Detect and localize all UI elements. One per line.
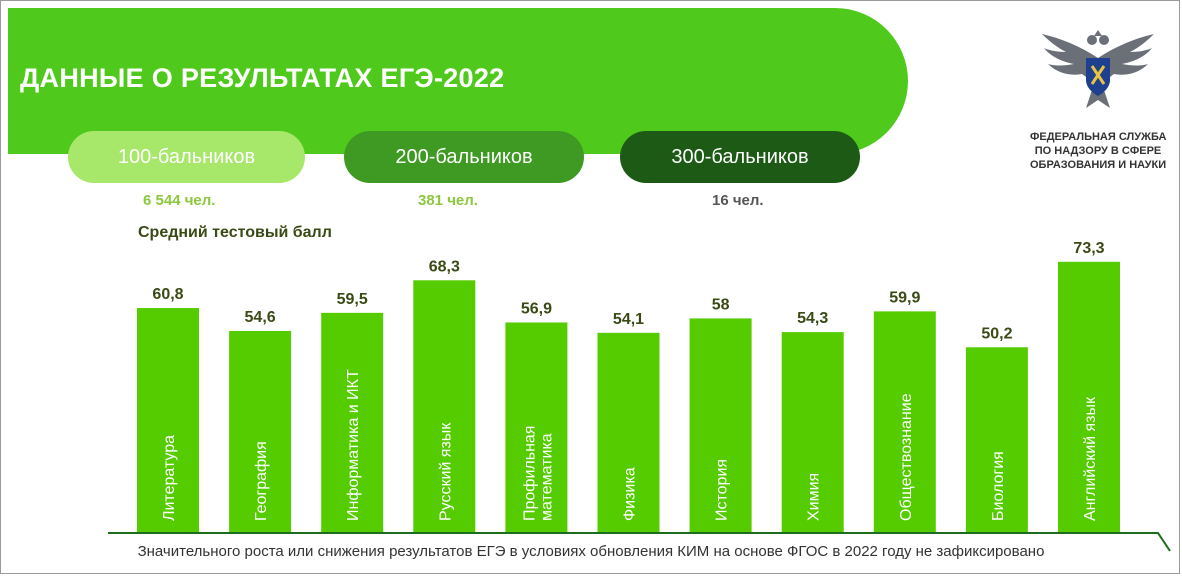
chart-title: Средний тестовый балл — [138, 224, 332, 241]
bar — [505, 322, 568, 533]
bar-value-label: 68,3 — [429, 258, 460, 275]
category-label: Биология — [990, 451, 1007, 521]
agency-name-line: ПО НАДЗОРУ В СФЕРЕ — [1034, 145, 1162, 157]
stat-pill-300: 300-бальников — [620, 131, 860, 183]
baseline-axis-line — [108, 532, 1171, 552]
stat-count-200: 381 чел. — [418, 192, 478, 209]
category-label: Русский язык — [437, 422, 454, 521]
stat-pill-100: 100-бальников — [68, 131, 305, 183]
bar — [137, 308, 199, 533]
stat-pill-200: 200-бальников — [344, 131, 584, 183]
category-label: История — [714, 459, 731, 521]
bar — [873, 311, 936, 533]
category-label: Физика — [622, 467, 639, 521]
eagle-emblem-icon — [1042, 30, 1154, 108]
bar-value-label: 54,1 — [613, 311, 644, 328]
agency-name-line: ФЕДЕРАЛЬНАЯ СЛУЖБА — [1030, 131, 1167, 143]
category-label: Информатика и ИКТ — [345, 369, 362, 521]
stat-pill-label: 300-бальников — [671, 145, 809, 168]
bar — [413, 280, 476, 533]
bar — [1058, 261, 1120, 533]
bar — [689, 318, 752, 533]
bar-value-label: 60,8 — [152, 286, 183, 303]
page-title: ДАННЫЕ О РЕЗУЛЬТАТАХ ЕГЭ-2022 — [20, 63, 505, 93]
stat-count-300: 16 чел. — [712, 192, 764, 209]
bar-value-label: 59,9 — [889, 289, 920, 306]
bar — [229, 330, 292, 533]
bar — [597, 332, 660, 533]
bar-value-label: 59,5 — [337, 291, 368, 308]
bar-value-label: 56,9 — [521, 300, 552, 317]
bar — [965, 347, 1028, 533]
stat-pill-label: 100-бальников — [117, 145, 256, 168]
bar-value-label: 54,3 — [797, 310, 828, 327]
agency-name: ФЕДЕРАЛЬНАЯ СЛУЖБА ПО НАДЗОРУ В СФЕРЕ ОБ… — [1030, 130, 1166, 172]
bar-value-label: 73,3 — [1073, 240, 1104, 257]
stat-pill-label: 200-бальников — [395, 145, 533, 168]
stat-count-100: 6 544 чел. — [143, 192, 216, 209]
bar-value-label: 58 — [712, 296, 730, 313]
footnote: Значительного роста или снижения результ… — [137, 543, 1045, 560]
category-label: Химия — [806, 473, 823, 521]
bar-value-label: 54,6 — [245, 309, 276, 326]
category-label: Профильнаяматематика — [521, 426, 555, 521]
agency-name-line: ОБРАЗОВАНИЯ И НАУКИ — [1030, 159, 1167, 171]
category-label: Литература — [161, 435, 178, 521]
category-label: География — [253, 441, 270, 521]
category-label: Английский язык — [1082, 396, 1099, 521]
bar — [781, 332, 844, 533]
category-label: Обществознание — [898, 393, 915, 521]
header-banner — [8, 8, 908, 154]
bar-value-label: 50,2 — [981, 325, 1012, 342]
bar — [321, 312, 384, 533]
